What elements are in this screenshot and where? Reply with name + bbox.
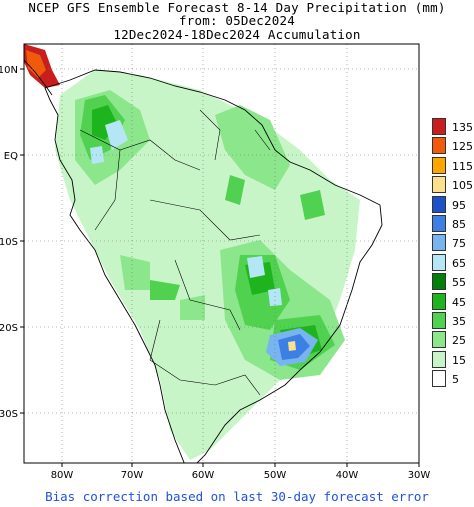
lon-label-60w: 60W <box>192 470 215 481</box>
map-frame <box>23 43 420 464</box>
legend-swatch <box>432 253 446 271</box>
lat-label-eq: EQ <box>4 151 18 162</box>
legend-swatch <box>432 273 446 291</box>
precip-field-cyan <box>90 120 282 306</box>
legend-label: 65 <box>452 256 466 270</box>
legend-label: 15 <box>452 353 466 367</box>
legend-swatch <box>432 292 446 310</box>
central-america-coast <box>24 59 53 96</box>
title-line-3: 12Dec2024-18Dec2024 Accumulation <box>113 27 361 42</box>
legend-swatch <box>432 350 446 368</box>
legend-swatch <box>432 195 446 213</box>
precip-fields <box>24 44 360 460</box>
legend-swatch <box>432 215 446 232</box>
legend-label: 115 <box>452 159 473 173</box>
lon-label-70w: 70W <box>121 470 144 481</box>
coastlines <box>24 59 383 463</box>
lat-label-10s: 10S <box>0 237 18 248</box>
legend-label: 105 <box>452 179 473 193</box>
legend-swatch <box>432 176 446 194</box>
title-line-1: NCEP GFS Ensemble Forecast 8-14 Day Prec… <box>28 0 446 15</box>
legend-swatch <box>432 137 446 155</box>
bias-correction-note: Bias correction based on last 30-day for… <box>45 489 429 504</box>
country-borders <box>79 109 271 396</box>
lon-label-50w: 50W <box>264 470 287 481</box>
lon-label-40w: 40W <box>336 470 359 481</box>
lon-label-30w: 30W <box>408 470 431 481</box>
axis-ticks <box>20 68 420 467</box>
legend-label: 75 <box>452 237 466 251</box>
legend-label: 135 <box>452 121 473 134</box>
legend-swatch <box>432 370 446 388</box>
legend-swatch <box>432 118 446 135</box>
precip-field-orange <box>26 50 46 78</box>
legend-label: 5 <box>452 373 459 387</box>
legend-label: 55 <box>452 276 466 290</box>
legend-label: 95 <box>452 198 466 212</box>
legend-label: 25 <box>452 334 466 348</box>
lat-label-20s: 20S <box>0 323 18 334</box>
lat-label-30s: 30S <box>0 409 18 420</box>
legend-swatch <box>432 331 446 349</box>
lon-label-80w: 80W <box>51 470 74 481</box>
legend-swatch <box>432 312 446 329</box>
legend-label: 45 <box>452 295 466 309</box>
legend-swatch <box>432 156 446 174</box>
legend-swatch <box>432 234 446 252</box>
lat-label-10n: 10N <box>0 65 18 76</box>
south-america-coastline <box>44 69 383 463</box>
legend-label: 35 <box>452 315 466 328</box>
legend-label: 85 <box>452 218 466 231</box>
precip-field-yellow <box>288 341 296 351</box>
legend-label: 125 <box>452 140 473 154</box>
title-line-2: from: 05Dec2024 <box>179 13 295 28</box>
